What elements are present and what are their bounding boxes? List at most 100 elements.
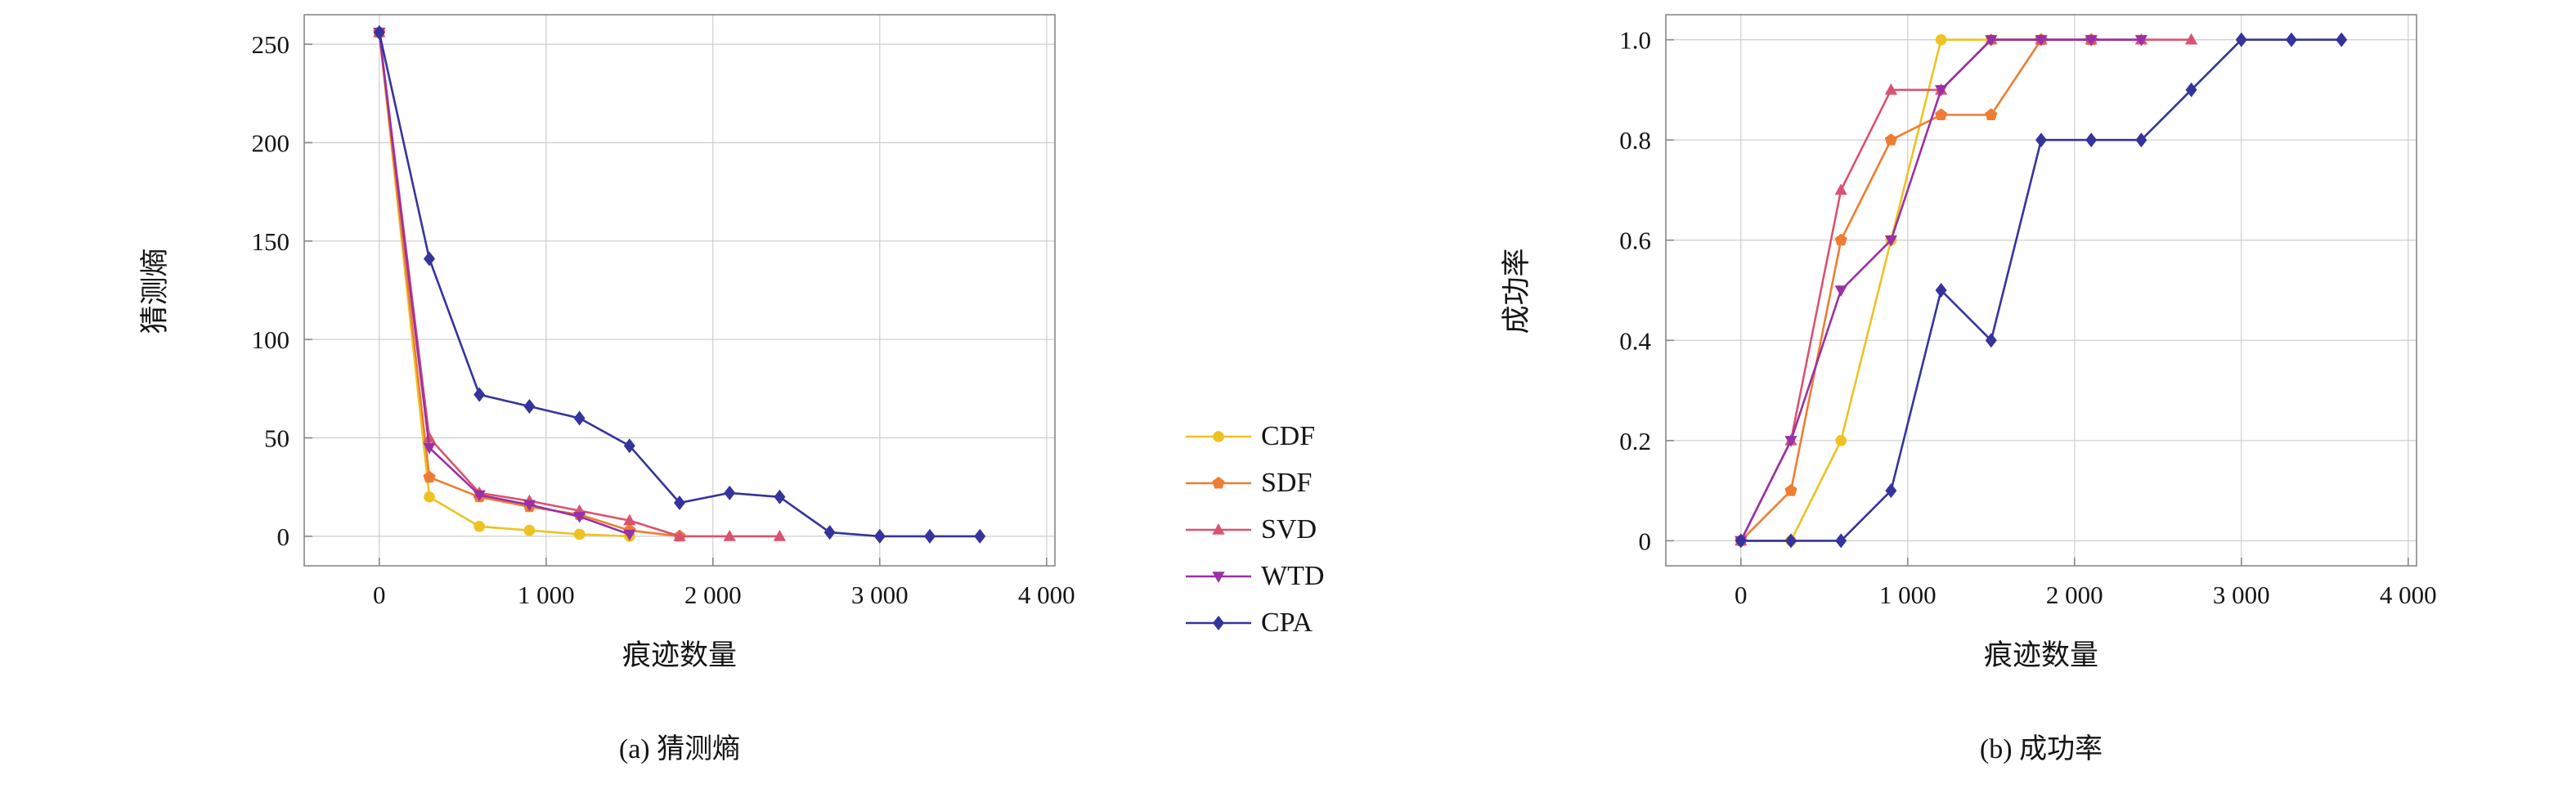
marker-diamond (1213, 616, 1224, 630)
chart-a-x-axis-label: 痕迹数量 (622, 639, 737, 671)
marker-circle (523, 524, 536, 536)
marker-diamond (1935, 283, 1947, 298)
marker-triangle-up (423, 431, 436, 443)
marker-pentagon (1834, 233, 1847, 246)
marker-diamond (473, 387, 486, 402)
marker-triangle-up (773, 529, 786, 541)
legend-label-cdf: CDF (1261, 421, 1316, 451)
series-line-sdf (378, 32, 680, 538)
marker-diamond (1985, 333, 1997, 348)
y-tick-label: 200 (252, 128, 290, 157)
y-tick-label: 0.6 (1619, 226, 1651, 255)
y-tick-label: 0.4 (1619, 326, 1651, 355)
legend-label-svd: SVD (1261, 514, 1317, 545)
marker-circle (424, 491, 435, 503)
legend-marker-cpa-icon (1186, 616, 1251, 630)
marker-triangle-up (1212, 523, 1225, 535)
legend-marker-wtd-icon (1186, 572, 1251, 583)
marker-triangle-down (1784, 436, 1797, 447)
marker-diamond (2235, 32, 2247, 47)
marker-triangle-down (1884, 235, 1897, 247)
series-line-sdf (1739, 38, 2092, 542)
x-tick-label: 0 (373, 581, 386, 609)
marker-diamond (2286, 32, 2297, 47)
marker-triangle-down (573, 512, 586, 523)
x-tick-label: 0 (1735, 581, 1748, 609)
marker-diamond (1835, 533, 1847, 549)
marker-diamond (2135, 132, 2147, 148)
legend-item-cdf: CDF (1184, 421, 1324, 451)
marker-triangle-down (2134, 34, 2147, 47)
series-cpa (1735, 32, 2348, 549)
legend-item-wtd: WTD (1184, 561, 1325, 591)
series-line-cdf (378, 32, 630, 538)
marker-triangle-down (2035, 34, 2048, 47)
marker-diamond (523, 399, 536, 414)
plot-frame (303, 14, 1056, 567)
y-tick-label: 250 (252, 30, 290, 59)
series-line-cpa (378, 32, 981, 538)
marker-diamond (924, 528, 936, 544)
y-tick-label: 50 (264, 424, 289, 453)
legend-label-wtd: WTD (1261, 561, 1325, 591)
marker-triangle-up (673, 529, 686, 541)
marker-diamond (623, 438, 635, 454)
marker-diamond (674, 495, 685, 510)
marker-triangle-up (723, 529, 736, 541)
x-tick-label: 4 000 (1018, 581, 1075, 609)
marker-pentagon (423, 470, 436, 483)
y-tick-label: 150 (252, 227, 290, 256)
y-tick-label: 0.8 (1619, 126, 1651, 155)
legend-marker-cdf-icon (1186, 431, 1251, 442)
x-tick-label: 2 000 (684, 581, 742, 609)
y-tick-label: 0 (277, 522, 290, 551)
guessing-entropy-plot: 0 1 000 2 000 3 000 4 000 0 50 100 150 200 250 (252, 14, 1075, 609)
marker-pentagon (1935, 108, 1948, 120)
series-sdf (373, 25, 686, 542)
marker-pentagon (1985, 108, 1998, 120)
legend-item-cpa: CPA (1184, 607, 1324, 638)
marker-diamond (373, 25, 385, 40)
marker-diamond (424, 251, 435, 267)
marker-circle (1213, 431, 1224, 442)
marker-pentagon (1884, 133, 1897, 146)
series-svd (1735, 33, 2198, 546)
marker-diamond (1735, 533, 1747, 549)
marker-circle (573, 528, 586, 540)
marker-diamond (774, 489, 786, 504)
y-tick-label: 0 (1639, 527, 1652, 555)
chart-b-x-axis-label: 痕迹数量 (1983, 639, 2098, 671)
marker-circle (473, 521, 485, 532)
series-wtd (1735, 34, 2147, 548)
y-tick-label: 0.2 (1619, 427, 1651, 455)
x-tick-label: 1 000 (518, 581, 575, 609)
marker-diamond (974, 528, 986, 544)
chart-a-caption: (a) 猜测熵 (618, 734, 741, 764)
x-tick-label: 4 000 (2380, 581, 2437, 609)
marker-triangle-up (623, 513, 636, 526)
y-tick-label: 1.0 (1619, 26, 1651, 55)
marker-diamond (2035, 132, 2047, 148)
marker-diamond (573, 410, 586, 426)
marker-triangle-up (1834, 183, 1847, 195)
marker-diamond (2336, 32, 2348, 47)
legend-item-sdf: SDF (1184, 468, 1324, 498)
x-tick-label: 3 000 (2213, 581, 2270, 609)
series-cdf (374, 26, 635, 542)
series-cpa (373, 25, 986, 544)
marker-pentagon (1212, 477, 1225, 489)
marker-triangle-down (2085, 34, 2098, 47)
marker-triangle-down (1935, 85, 1948, 96)
x-tick-label: 3 000 (851, 581, 909, 609)
marker-triangle-down (523, 500, 536, 512)
marker-pentagon (1784, 484, 1797, 496)
marker-diamond (1885, 483, 1897, 499)
series-line-wtd (378, 32, 631, 536)
chart-b-caption: (b) 成功率 (1979, 734, 2103, 764)
marker-diamond (2185, 82, 2197, 97)
y-tick-label: 100 (252, 325, 290, 354)
series-sdf (1735, 33, 2098, 546)
plot-frame (1665, 14, 2417, 567)
x-tick-label: 1 000 (1879, 581, 1936, 609)
marker-triangle-down (1834, 285, 1847, 297)
